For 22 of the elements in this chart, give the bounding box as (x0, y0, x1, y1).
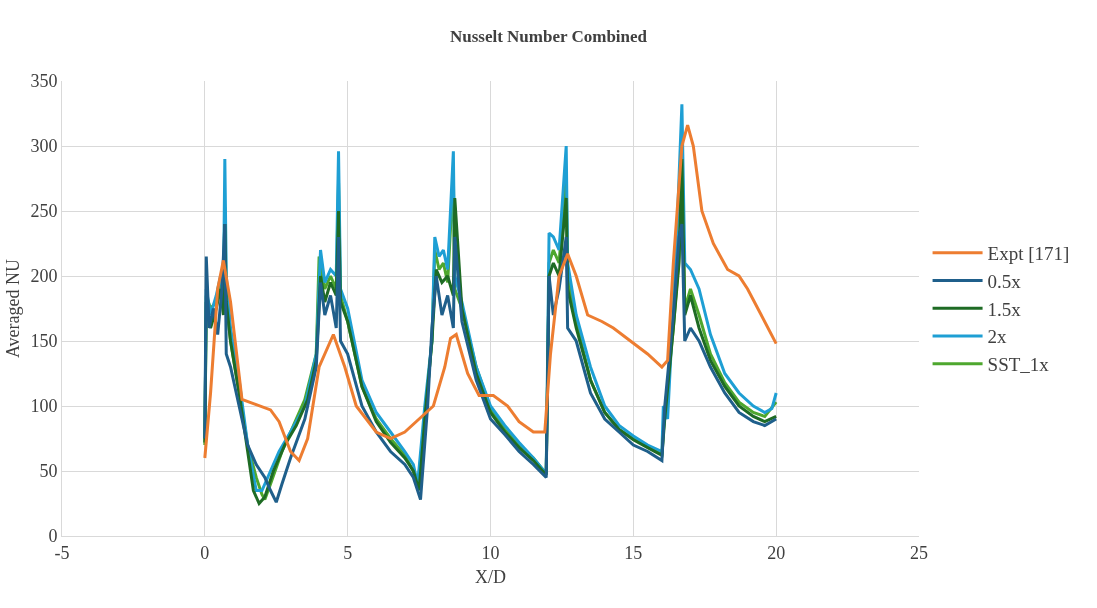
y-tick-label: 250 (30, 201, 58, 222)
line-series (203, 222, 778, 504)
y-tick-label: 300 (30, 136, 58, 157)
y-tick-label: 350 (30, 71, 58, 92)
legend-label: 1.5x (987, 298, 1022, 320)
x-tick-label: 20 (767, 542, 786, 563)
y-axis-title: Averaged NU (2, 258, 23, 359)
legend-label: SST_1x (987, 354, 1050, 376)
x-tick-label: 0 (200, 542, 210, 563)
x-tick-label: 25 (910, 542, 928, 563)
y-tick-label: 100 (30, 396, 58, 417)
chart-title: Nusselt Number Combined (449, 27, 648, 47)
y-tick-label: 50 (39, 461, 58, 482)
legend-label: Expt [171] (987, 243, 1070, 265)
x-axis-title: X/D (475, 566, 506, 587)
x-tick-label: 15 (624, 542, 643, 563)
y-tick-label: 150 (30, 331, 58, 352)
legend-label: 0.5x (987, 270, 1022, 292)
legend-label: 2x (987, 326, 1008, 348)
x-tick-label: 5 (343, 542, 353, 563)
x-tick-label: 10 (481, 542, 500, 563)
y-tick-label: 200 (30, 266, 58, 287)
